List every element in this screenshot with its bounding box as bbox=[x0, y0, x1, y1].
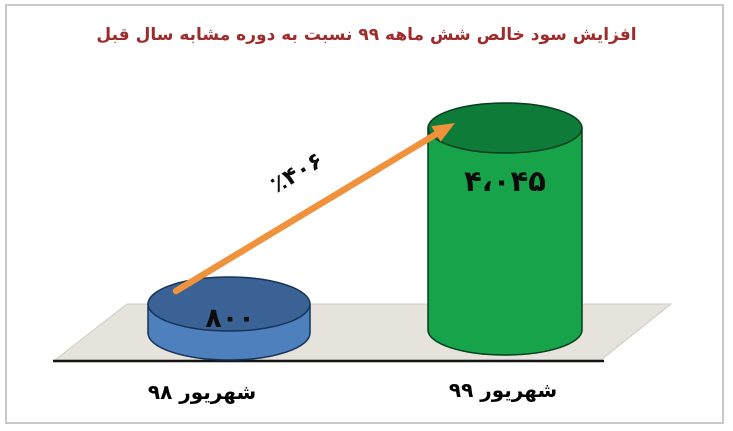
value-label-99: ۴،۰۴۵ bbox=[464, 164, 546, 198]
cylinder-99-body bbox=[427, 127, 583, 356]
x-axis-label-98: شهریور ۹۸ bbox=[147, 380, 257, 404]
cylinder-99-top bbox=[427, 102, 583, 154]
x-axis-label-99: شهریور ۹۹ bbox=[448, 378, 558, 402]
cylinder-98-top bbox=[147, 276, 311, 332]
value-label-98: ۸۰۰ bbox=[205, 303, 255, 334]
growth-arrow-head-icon bbox=[431, 123, 455, 142]
growth-arrow-shaft bbox=[172, 129, 442, 295]
chart-title: افزایش سود خالص شش ماهه ۹۹ نسبت به دوره … bbox=[96, 25, 637, 45]
